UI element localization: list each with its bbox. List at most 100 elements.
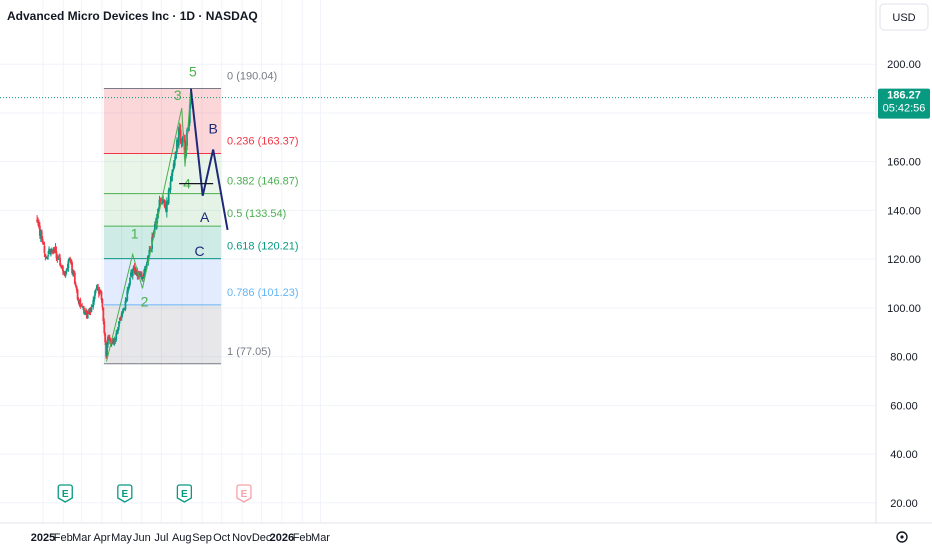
fib-zone xyxy=(103,153,222,194)
candle-body xyxy=(69,258,72,260)
candle-body xyxy=(145,264,148,268)
time-tick-label: 2026 xyxy=(270,532,294,544)
fib-zone xyxy=(103,304,222,364)
candle-body xyxy=(142,273,145,279)
candle-body xyxy=(128,283,131,289)
currency-button[interactable]: USD xyxy=(879,3,929,31)
earnings-badge-label: E xyxy=(62,489,69,500)
candle-body xyxy=(152,235,154,237)
candle-body xyxy=(165,201,168,213)
price-axis[interactable] xyxy=(876,0,932,523)
candle-body xyxy=(89,307,92,312)
candle-body xyxy=(126,290,129,301)
candle-body xyxy=(53,248,56,250)
fib-zone xyxy=(103,88,222,154)
fib-level-label: 0.236 (163.37) xyxy=(227,135,299,147)
candle-body xyxy=(49,249,51,255)
candle-body xyxy=(105,342,108,357)
candle-body xyxy=(174,156,177,161)
candle-body xyxy=(158,199,161,209)
candle-body xyxy=(65,269,68,273)
impulse-wave-label: 2 xyxy=(141,293,149,309)
symbol-title[interactable]: Advanced Micro Devices Inc · 1D · NASDAQ xyxy=(7,9,258,23)
candle-body xyxy=(73,272,75,274)
candle-body xyxy=(159,198,162,202)
candle-body xyxy=(144,268,147,270)
candle-body xyxy=(127,288,130,292)
candle-body xyxy=(176,140,178,153)
candle-body xyxy=(134,270,137,275)
candle-body xyxy=(66,267,69,269)
candle-body xyxy=(112,338,115,345)
fibonacci-retracement[interactable]: 0 (190.04) 0.236 (163.37) 0.382 (146.87) 0.… xyxy=(103,70,299,365)
candle-body xyxy=(96,285,98,289)
correction-wave-line xyxy=(189,88,229,231)
candle-body xyxy=(41,238,44,243)
candle-body xyxy=(114,340,117,342)
candle-body xyxy=(181,138,184,143)
candle-body xyxy=(104,333,107,343)
candle-body xyxy=(76,289,79,300)
candle-body xyxy=(87,312,90,314)
fib-level-label: 0.786 (101.23) xyxy=(227,287,299,299)
earnings-badge-label: E xyxy=(121,489,128,500)
candle-body xyxy=(55,251,58,259)
candle-body xyxy=(188,104,191,124)
candle-body xyxy=(139,273,142,277)
candle-body xyxy=(161,202,164,204)
chart-settings-icon[interactable] xyxy=(896,531,908,543)
candle-body xyxy=(78,300,81,303)
candle-body xyxy=(75,286,78,291)
candle-body xyxy=(111,339,114,343)
candle-body xyxy=(162,200,165,203)
candle-body xyxy=(121,311,124,314)
time-tick-label: Mar xyxy=(72,532,91,544)
bar-countdown-label: 05:42:56 xyxy=(883,103,926,115)
candle-body xyxy=(93,296,96,302)
candle-body xyxy=(167,189,170,204)
candle-body xyxy=(80,304,83,307)
candle-body xyxy=(153,224,156,231)
candle-body xyxy=(135,269,138,275)
fib-level-label: 1 (77.05) xyxy=(227,346,271,358)
currency-label: USD xyxy=(892,12,915,24)
candle-body xyxy=(131,269,134,277)
candle-body xyxy=(40,230,43,240)
price-tick-label: 80.00 xyxy=(890,352,918,364)
candle-body xyxy=(96,284,99,291)
candle-body xyxy=(107,336,109,345)
candle-body xyxy=(141,274,143,280)
time-tick-label: May xyxy=(111,532,132,544)
fib-level-label: 0 (190.04) xyxy=(227,70,277,82)
candle-body xyxy=(123,309,126,311)
candle-body xyxy=(70,259,73,264)
candle-body xyxy=(172,168,175,171)
time-axis[interactable] xyxy=(0,523,932,550)
candle-body xyxy=(63,272,66,276)
candle-body xyxy=(169,181,172,190)
earnings-badge-shape xyxy=(176,484,193,503)
candle-body xyxy=(136,271,139,276)
candle-body xyxy=(130,272,132,277)
candle-body xyxy=(166,202,169,204)
candle-body xyxy=(120,312,123,318)
candle-body xyxy=(74,283,77,287)
candle-body xyxy=(62,271,65,273)
earnings-badge-shape xyxy=(236,484,252,503)
earnings-icon: E xyxy=(57,484,73,503)
fib-level-label: 0.5 (133.54) xyxy=(227,208,286,220)
price-tick-label: 160.00 xyxy=(887,157,921,169)
fib-zone xyxy=(103,258,222,305)
candle-body xyxy=(163,199,165,203)
price-tick-label: 100.00 xyxy=(887,303,921,315)
last-price-label: 186.27 xyxy=(887,90,921,102)
time-tick-label: Nov xyxy=(232,532,252,544)
time-tick-label: Jul xyxy=(154,532,168,544)
earnings-icon: E xyxy=(236,484,252,503)
fib-level-label: 0.382 (146.87) xyxy=(227,176,299,188)
candle-body xyxy=(116,331,119,333)
candle-body xyxy=(72,273,74,275)
candle-body xyxy=(60,265,62,267)
